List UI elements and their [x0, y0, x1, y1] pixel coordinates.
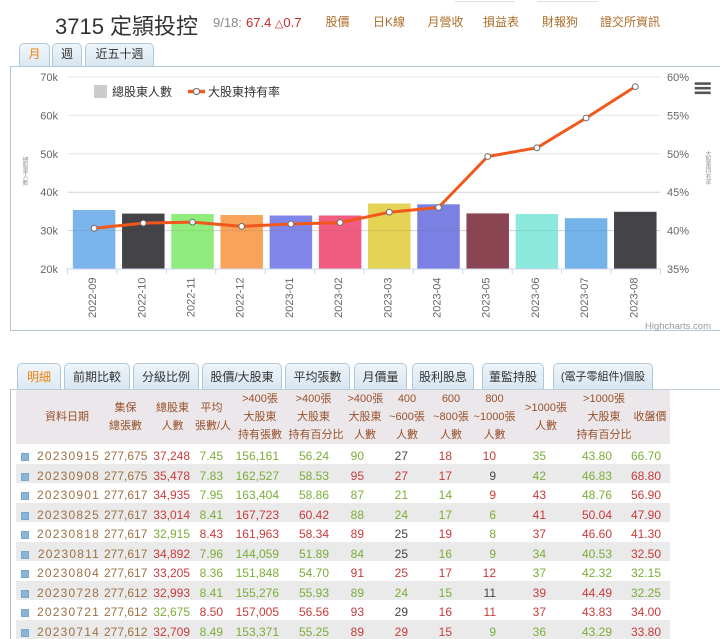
svg-text:大股東持有率: 大股東持有率 — [705, 150, 711, 187]
svg-text:2023-08: 2023-08 — [628, 278, 640, 318]
svg-text:2023-04: 2023-04 — [432, 278, 444, 318]
svg-text:60k: 60k — [40, 110, 58, 122]
svg-text:2022-09: 2022-09 — [87, 278, 99, 318]
svg-text:2022-10: 2022-10 — [136, 278, 148, 318]
svg-text:45%: 45% — [667, 187, 689, 199]
svg-text:2023-02: 2023-02 — [333, 278, 345, 318]
svg-text:2023-07: 2023-07 — [579, 278, 591, 318]
svg-text:2023-06: 2023-06 — [530, 278, 542, 318]
svg-text:35%: 35% — [667, 264, 689, 276]
svg-text:總股東人數: 總股東人數 — [112, 84, 172, 99]
svg-text:70k: 70k — [40, 72, 58, 84]
svg-text:50%: 50% — [667, 149, 689, 161]
svg-text:2023-05: 2023-05 — [481, 278, 493, 318]
svg-text:2023-03: 2023-03 — [382, 278, 394, 318]
svg-text:40%: 40% — [667, 226, 689, 238]
svg-text:30k: 30k — [40, 226, 58, 238]
svg-text:總股東人數: 總股東人數 — [22, 156, 28, 187]
svg-text:大股東持有率: 大股東持有率 — [208, 84, 280, 99]
svg-text:60%: 60% — [667, 72, 689, 84]
svg-text:50k: 50k — [40, 149, 58, 161]
svg-text:Highcharts.com: Highcharts.com — [645, 321, 711, 331]
svg-text:40k: 40k — [40, 187, 58, 199]
svg-text:2022-12: 2022-12 — [235, 278, 247, 318]
svg-text:20k: 20k — [40, 264, 58, 276]
svg-text:2023-01: 2023-01 — [284, 278, 296, 318]
svg-text:55%: 55% — [667, 110, 689, 122]
svg-text:2022-11: 2022-11 — [186, 278, 198, 318]
